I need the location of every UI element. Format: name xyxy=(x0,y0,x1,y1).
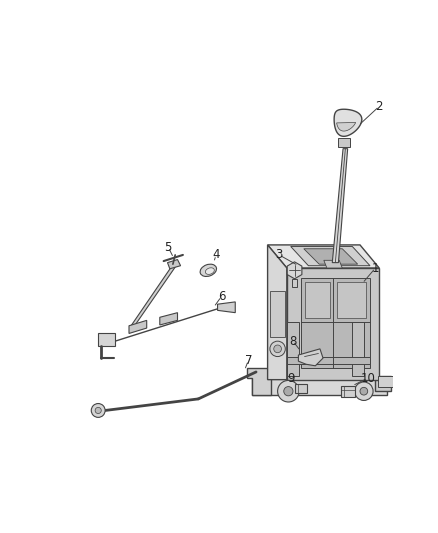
Polygon shape xyxy=(287,262,302,279)
Text: 3: 3 xyxy=(276,248,283,261)
Circle shape xyxy=(95,407,101,414)
Circle shape xyxy=(270,341,285,357)
Polygon shape xyxy=(294,384,307,393)
Polygon shape xyxy=(298,349,323,366)
Polygon shape xyxy=(129,320,147,334)
Text: 9: 9 xyxy=(287,372,294,385)
Text: 7: 7 xyxy=(244,354,252,367)
Polygon shape xyxy=(218,302,235,313)
Text: 1: 1 xyxy=(372,262,379,274)
Polygon shape xyxy=(287,268,379,379)
Polygon shape xyxy=(270,291,285,337)
Polygon shape xyxy=(292,279,297,287)
Polygon shape xyxy=(268,245,287,379)
Polygon shape xyxy=(305,282,330,318)
Polygon shape xyxy=(338,138,350,147)
Circle shape xyxy=(274,345,282,353)
Text: 4: 4 xyxy=(212,248,220,261)
Polygon shape xyxy=(98,334,115,346)
Polygon shape xyxy=(160,313,177,325)
Ellipse shape xyxy=(205,268,214,274)
Polygon shape xyxy=(252,378,387,395)
Polygon shape xyxy=(131,263,178,327)
Polygon shape xyxy=(304,249,358,264)
Text: 2: 2 xyxy=(375,100,383,113)
Circle shape xyxy=(355,382,373,400)
Polygon shape xyxy=(268,245,379,268)
Circle shape xyxy=(91,403,105,417)
Polygon shape xyxy=(334,109,362,136)
Polygon shape xyxy=(332,149,348,263)
Text: 6: 6 xyxy=(218,290,225,303)
Polygon shape xyxy=(341,386,355,397)
Polygon shape xyxy=(337,282,366,318)
Circle shape xyxy=(360,387,367,395)
Polygon shape xyxy=(247,368,272,395)
Polygon shape xyxy=(375,376,391,391)
Polygon shape xyxy=(337,123,356,131)
Polygon shape xyxy=(167,260,180,269)
Polygon shape xyxy=(352,322,364,376)
Circle shape xyxy=(284,386,293,396)
Polygon shape xyxy=(378,376,393,387)
Circle shape xyxy=(278,381,299,402)
Ellipse shape xyxy=(200,264,216,277)
Text: 10: 10 xyxy=(360,372,375,385)
Polygon shape xyxy=(287,322,299,376)
Polygon shape xyxy=(287,357,370,364)
Polygon shape xyxy=(291,246,370,265)
Polygon shape xyxy=(301,278,370,368)
Text: 5: 5 xyxy=(165,241,172,254)
Polygon shape xyxy=(324,260,342,268)
Text: 8: 8 xyxy=(290,335,297,348)
